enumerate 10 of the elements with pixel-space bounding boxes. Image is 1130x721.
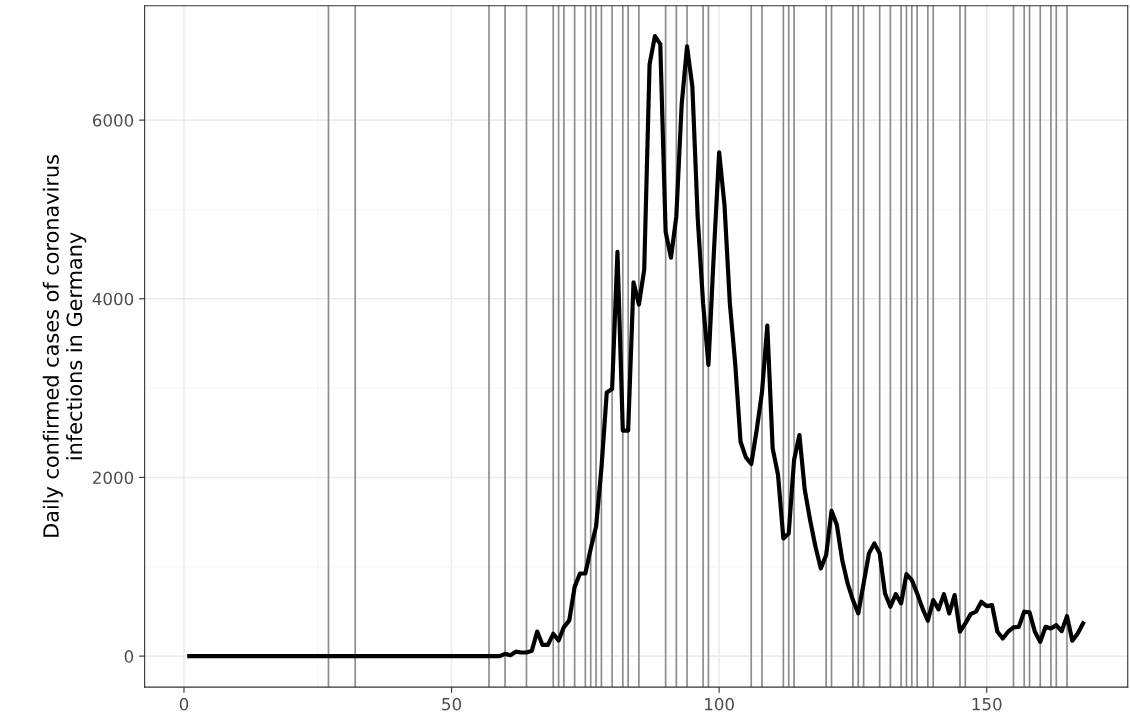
y-tick-label: 6000 <box>92 114 134 127</box>
y-axis-title: Daily confirmed cases of coronavirus infections in Germany <box>42 155 87 537</box>
x-tick-label: 150 <box>972 697 1002 711</box>
y-tick-label: 0 <box>124 650 134 663</box>
line-series <box>187 34 1086 659</box>
x-tick-label: 0 <box>179 697 189 711</box>
x-tick-label: 50 <box>442 697 462 711</box>
y-tick-label: 2000 <box>93 471 134 485</box>
x-tick-label: 100 <box>705 697 734 711</box>
y-tick-label: 4000 <box>92 292 134 306</box>
